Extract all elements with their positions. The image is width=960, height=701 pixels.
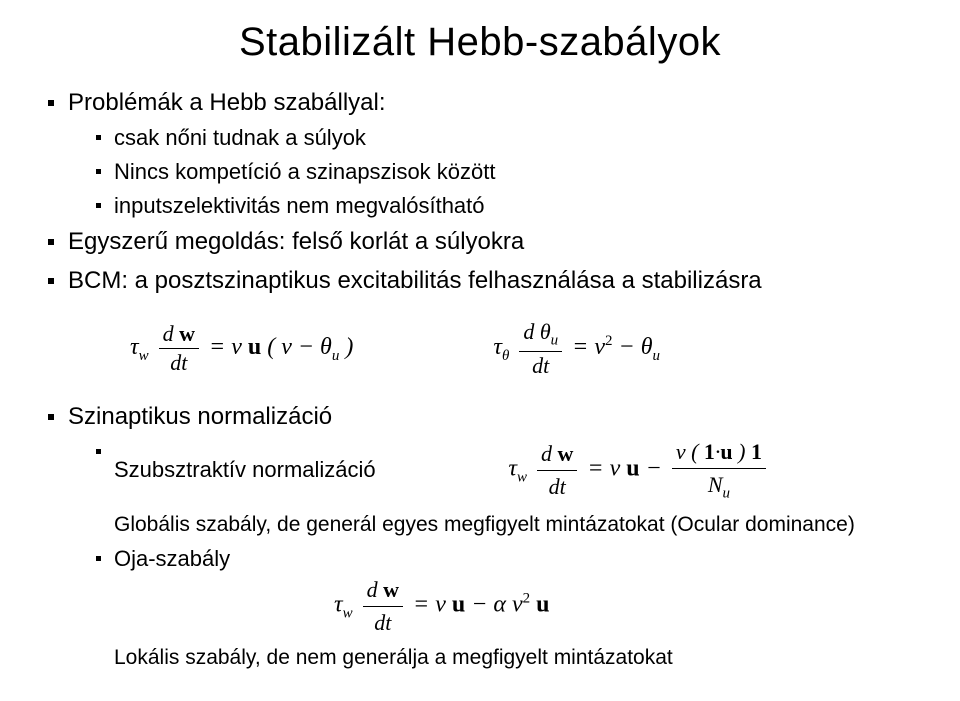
num-dtheta: d θ <box>523 319 550 344</box>
eq1-u: u <box>248 334 261 360</box>
eq2-sup: 2 <box>605 333 613 349</box>
eq4-u: u <box>452 592 465 618</box>
num-dtheta-u: d θu <box>523 319 558 344</box>
eq2-theta-sub-u: u <box>652 348 660 364</box>
den-dt-4: dt <box>363 607 403 638</box>
eq-oja: τw d w dt = v u − α v2 u <box>334 575 920 637</box>
eq1-rhs-b: ( v − θ <box>261 334 332 360</box>
eq-bcm-theta: τθ d θu dt = v2 − θu <box>493 319 660 378</box>
den-dt-3: dt <box>537 471 577 502</box>
bullet-synaptic-norm: Szinaptikus normalizáció Szubsztraktív n… <box>48 401 920 672</box>
bullet-list-2: Szinaptikus normalizáció Szubsztraktív n… <box>40 401 920 672</box>
slide-title: Stabilizált Hebb-szabályok <box>40 20 920 65</box>
eq2-rhs-a: = v <box>572 334 605 360</box>
frac-dtheta-dt: d θu dt <box>519 319 562 378</box>
sub-bullet-selectivity: inputszelektivitás nem megvalósítható <box>96 191 920 221</box>
bullet-list: Problémák a Hebb szabállyal: csak nőni t… <box>40 87 920 297</box>
num-dw-4: d w <box>367 577 399 602</box>
eq3-one-a: 1 <box>704 439 715 464</box>
eq3-num-a: v ( <box>676 439 704 464</box>
sub-bullet-subtractive: Szubsztraktív normalizáció τw d w dt = v… <box>96 437 920 540</box>
eq2-rhs-b: − θ <box>613 334 653 360</box>
oja-note: Lokális szabály, de nem generálja a megf… <box>114 644 920 672</box>
den-N-sub-u: u <box>723 485 731 501</box>
num-dtheta-sub: u <box>551 333 559 349</box>
bullet-problems-text: Problémák a Hebb szabállyal: <box>68 89 386 116</box>
bullet-simple-solution: Egyszerű megoldás: felső korlát a súlyok… <box>48 226 920 258</box>
sub-list-problems: csak nőni tudnak a súlyok Nincs kompetíc… <box>68 123 920 220</box>
eq3-num-c: ) <box>733 439 751 464</box>
subtractive-note: Globális szabály, de generál egyes megfi… <box>114 511 920 539</box>
num-dw-3: d w <box>541 441 573 466</box>
tau-symbol: τ <box>130 334 139 360</box>
tau-sub-w-4: w <box>343 606 353 622</box>
den-Nu: Nu <box>708 472 730 497</box>
bcm-equations-row: τw d w dt = v u ( v − θu ) τθ d θu dt = … <box>130 319 920 378</box>
eq1-rhs-c: ) <box>339 334 353 360</box>
sub-bullet-grow: csak nőni tudnak a súlyok <box>96 123 920 153</box>
eq3-u: u <box>626 456 639 482</box>
eq4-u2: u <box>536 592 549 618</box>
eq4-sup: 2 <box>523 591 531 607</box>
den-dt: dt <box>159 349 199 376</box>
tau-4: τ <box>334 592 343 618</box>
tau-sub-w-3: w <box>517 470 527 486</box>
eq3-minus: − <box>640 456 668 482</box>
slide: Stabilizált Hebb-szabályok Problémák a H… <box>0 0 960 701</box>
subtractive-row: Szubsztraktív normalizáció τw d w dt = v… <box>114 437 920 503</box>
bullet-problems: Problémák a Hebb szabállyal: csak nőni t… <box>48 87 920 220</box>
subtractive-label: Szubsztraktív normalizáció <box>114 455 376 485</box>
sub-list-norm: Szubsztraktív normalizáció τw d w dt = v… <box>68 437 920 672</box>
sub-bullet-competition: Nincs kompetíció a szinapszisok között <box>96 157 920 187</box>
eq-bcm-weight: τw d w dt = v u ( v − θu ) <box>130 321 353 376</box>
tau-3: τ <box>508 456 517 482</box>
eq-subtractive: τw d w dt = v u − v ( 1·u ) 1 Nu <box>508 437 770 503</box>
tau-sub-theta: θ <box>502 348 509 364</box>
frac-v1u1-Nu: v ( 1·u ) 1 Nu <box>672 437 766 503</box>
frac-dw-dt-3: d w dt <box>537 439 577 501</box>
den-N: N <box>708 472 723 497</box>
bullet-bcm: BCM: a posztszinaptikus excitabilitás fe… <box>48 265 920 297</box>
oja-label: Oja-szabály <box>114 546 230 571</box>
tau-symbol-2: τ <box>493 334 502 360</box>
num-v1u1: v ( 1·u ) 1 <box>676 439 762 464</box>
num-dw: d w <box>163 321 195 346</box>
frac-dw-dt-4: d w dt <box>363 575 403 637</box>
den-dt-2: dt <box>519 352 562 379</box>
eq3-u2: u <box>720 439 732 464</box>
eq3-one-b: 1 <box>751 439 762 464</box>
eq4-a: = v <box>413 592 452 618</box>
eq3-a: = v <box>587 456 626 482</box>
eq4-b: − α v <box>465 592 522 618</box>
sub-bullet-oja: Oja-szabály τw d w dt = v u − α v2 u Lok… <box>96 544 920 672</box>
tau-sub-w: w <box>139 348 149 364</box>
eq1-rhs-a: = v <box>209 334 248 360</box>
bullet-synaptic-norm-text: Szinaptikus normalizáció <box>68 403 332 430</box>
frac-dw-dt: d w dt <box>159 321 199 376</box>
